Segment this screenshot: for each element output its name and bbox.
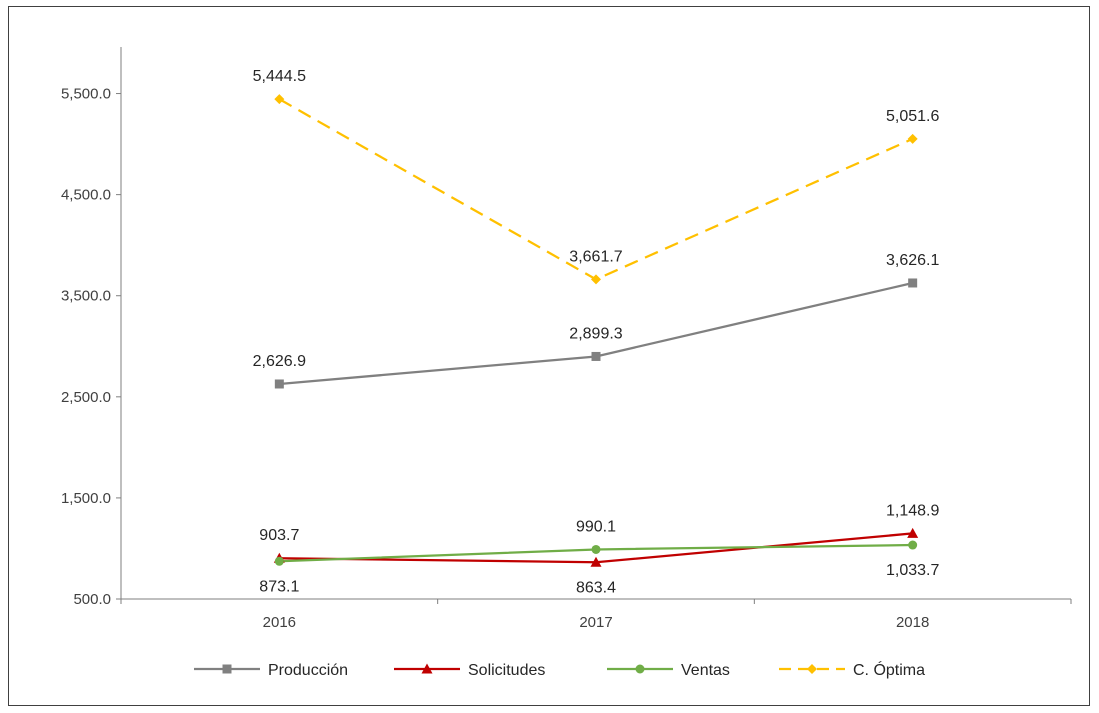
marker-c-optima-2017 <box>591 274 601 285</box>
series-markers <box>273 94 919 567</box>
data-label-solicitudes-2018: 1,148.9 <box>886 502 939 519</box>
data-label-c-optima-2018: 5,051.6 <box>886 108 939 125</box>
data-label-solicitudes-2017: 863.4 <box>576 579 616 596</box>
legend-item-c-optima: C. Óptima <box>779 660 925 679</box>
legend-item-produccion: Producción <box>194 662 348 679</box>
data-label-c-optima-2017: 3,661.7 <box>569 248 622 265</box>
legend-item-solicitudes: Solicitudes <box>394 662 545 679</box>
y-tick-label: 2,500.0 <box>61 389 111 406</box>
marker-solicitudes-2017 <box>590 556 602 567</box>
y-tick-label: 500.0 <box>73 591 111 608</box>
legend-swatch-marker <box>222 664 232 674</box>
legend-label: Producción <box>268 662 348 679</box>
axes: 500.0 1,500.0 2,500.0 3,500.0 4,500.0 5,500.0… <box>61 47 1072 631</box>
legend-label: Ventas <box>681 662 730 679</box>
legend-label: C. Óptima <box>853 660 925 679</box>
marker-ventas-2016 <box>274 556 284 566</box>
data-label-solicitudes-2016: 903.7 <box>259 527 299 544</box>
y-tick-label: 3,500.0 <box>61 288 111 305</box>
legend-item-ventas: Ventas <box>607 662 730 679</box>
line-chart: 500.0 1,500.0 2,500.0 3,500.0 4,500.0 5,500.0… <box>61 47 1072 679</box>
legend-swatch-marker <box>635 664 645 674</box>
data-labels: 2,626.9 2,899.3 3,626.1 903.7 863.4 1,148.9 87… <box>253 68 940 596</box>
marker-produccion-2016 <box>274 379 284 389</box>
marker-produccion-2017 <box>591 351 601 361</box>
legend-label: Solicitudes <box>468 662 545 679</box>
marker-solicitudes-2018 <box>907 527 919 538</box>
data-label-ventas-2016: 873.1 <box>259 578 299 595</box>
data-label-produccion-2018: 3,626.1 <box>886 252 939 269</box>
legend-swatch-marker <box>421 663 433 674</box>
legend: Producción Solicitudes Ventas C. Óptima <box>194 660 925 679</box>
marker-produccion-2018 <box>908 278 918 288</box>
marker-c-optima-2016 <box>274 94 285 105</box>
y-tick-label: 1,500.0 <box>61 490 111 507</box>
chart-frame: 500.0 1,500.0 2,500.0 3,500.0 4,500.0 5,500.0… <box>8 6 1090 706</box>
marker-c-optima-2018 <box>907 133 918 144</box>
x-tick-label: 2016 <box>263 614 296 631</box>
y-tick-label: 4,500.0 <box>61 187 111 204</box>
marker-ventas-2018 <box>908 540 918 550</box>
data-label-ventas-2017: 990.1 <box>576 518 616 535</box>
data-label-produccion-2016: 2,626.9 <box>253 353 306 370</box>
data-label-produccion-2017: 2,899.3 <box>569 325 622 342</box>
y-tick-label: 5,500.0 <box>61 86 111 103</box>
x-tick-label: 2017 <box>579 614 612 631</box>
data-label-c-optima-2016: 5,444.5 <box>253 68 306 85</box>
x-tick-label: 2018 <box>896 614 929 631</box>
marker-ventas-2017 <box>591 544 601 554</box>
data-label-ventas-2018: 1,033.7 <box>886 562 939 579</box>
legend-swatch-marker <box>807 664 817 674</box>
